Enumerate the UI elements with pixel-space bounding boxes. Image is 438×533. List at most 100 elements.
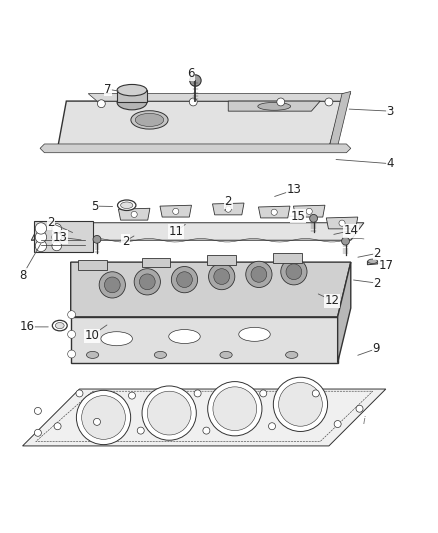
- Polygon shape: [118, 208, 150, 220]
- Circle shape: [259, 390, 266, 397]
- Bar: [33, 221, 92, 253]
- Polygon shape: [88, 94, 350, 101]
- Circle shape: [93, 418, 100, 425]
- Ellipse shape: [168, 329, 200, 344]
- Circle shape: [311, 390, 318, 397]
- Ellipse shape: [117, 200, 136, 211]
- Circle shape: [189, 75, 201, 86]
- Ellipse shape: [117, 95, 147, 110]
- Circle shape: [309, 214, 317, 222]
- Text: 7: 7: [104, 83, 111, 96]
- Ellipse shape: [219, 351, 232, 358]
- Circle shape: [355, 405, 362, 412]
- Ellipse shape: [238, 327, 270, 341]
- Text: 12: 12: [324, 294, 339, 307]
- Polygon shape: [22, 389, 385, 446]
- Polygon shape: [325, 217, 357, 229]
- Circle shape: [202, 427, 209, 434]
- Text: 4: 4: [385, 157, 393, 170]
- Polygon shape: [40, 144, 350, 153]
- Polygon shape: [212, 203, 244, 215]
- Circle shape: [137, 427, 144, 434]
- Text: 5: 5: [91, 200, 98, 213]
- Polygon shape: [57, 101, 341, 148]
- Circle shape: [67, 330, 75, 338]
- Ellipse shape: [257, 102, 290, 110]
- Text: 9: 9: [371, 342, 379, 356]
- Ellipse shape: [52, 320, 67, 331]
- Polygon shape: [293, 205, 324, 217]
- Circle shape: [172, 208, 178, 214]
- Text: 13: 13: [52, 231, 67, 244]
- Circle shape: [34, 429, 41, 437]
- Circle shape: [97, 100, 105, 108]
- Text: 8: 8: [19, 269, 26, 282]
- Circle shape: [67, 350, 75, 358]
- Polygon shape: [35, 391, 372, 441]
- Polygon shape: [71, 262, 350, 317]
- Circle shape: [245, 261, 272, 287]
- Circle shape: [286, 264, 301, 280]
- Text: 11: 11: [168, 225, 183, 238]
- Circle shape: [147, 391, 191, 435]
- Circle shape: [104, 277, 120, 293]
- Circle shape: [76, 390, 83, 397]
- Bar: [141, 258, 170, 268]
- Circle shape: [35, 240, 46, 252]
- Circle shape: [305, 208, 311, 214]
- Circle shape: [76, 390, 131, 445]
- Ellipse shape: [367, 259, 377, 263]
- Text: 2: 2: [372, 277, 380, 289]
- Circle shape: [268, 423, 275, 430]
- Circle shape: [139, 274, 155, 290]
- Polygon shape: [71, 317, 337, 363]
- Ellipse shape: [131, 111, 168, 129]
- Circle shape: [338, 220, 344, 226]
- Text: 2: 2: [224, 195, 231, 208]
- Circle shape: [81, 395, 125, 439]
- Ellipse shape: [55, 322, 64, 329]
- Circle shape: [134, 269, 160, 295]
- Bar: [78, 261, 106, 270]
- Circle shape: [212, 387, 256, 431]
- Text: i: i: [362, 416, 364, 425]
- Circle shape: [225, 206, 231, 212]
- Circle shape: [142, 386, 196, 440]
- Circle shape: [131, 212, 137, 217]
- Polygon shape: [337, 262, 350, 363]
- Circle shape: [271, 209, 277, 215]
- Text: 2: 2: [121, 235, 129, 248]
- Polygon shape: [117, 90, 147, 102]
- Text: 2: 2: [372, 247, 380, 260]
- Circle shape: [273, 377, 327, 432]
- Circle shape: [52, 241, 61, 251]
- Circle shape: [54, 423, 61, 430]
- Circle shape: [333, 421, 340, 427]
- Text: 14: 14: [343, 224, 357, 237]
- Circle shape: [128, 392, 135, 399]
- Text: 2: 2: [47, 216, 55, 229]
- Ellipse shape: [285, 351, 297, 358]
- Text: 3: 3: [385, 104, 393, 118]
- Circle shape: [341, 237, 349, 245]
- Text: 17: 17: [378, 259, 392, 272]
- Ellipse shape: [120, 202, 133, 208]
- Circle shape: [35, 231, 46, 243]
- Ellipse shape: [117, 84, 147, 96]
- Circle shape: [278, 383, 321, 426]
- Circle shape: [208, 263, 234, 290]
- Circle shape: [176, 272, 192, 287]
- Circle shape: [251, 266, 266, 282]
- Polygon shape: [31, 223, 363, 240]
- Circle shape: [189, 98, 197, 106]
- Text: 16: 16: [19, 320, 34, 333]
- Circle shape: [93, 236, 101, 243]
- Text: 10: 10: [84, 329, 99, 342]
- Ellipse shape: [135, 114, 163, 126]
- Circle shape: [171, 266, 197, 293]
- Polygon shape: [258, 206, 289, 218]
- Polygon shape: [367, 261, 377, 265]
- Circle shape: [35, 223, 46, 234]
- Bar: [272, 253, 301, 263]
- Ellipse shape: [86, 351, 99, 358]
